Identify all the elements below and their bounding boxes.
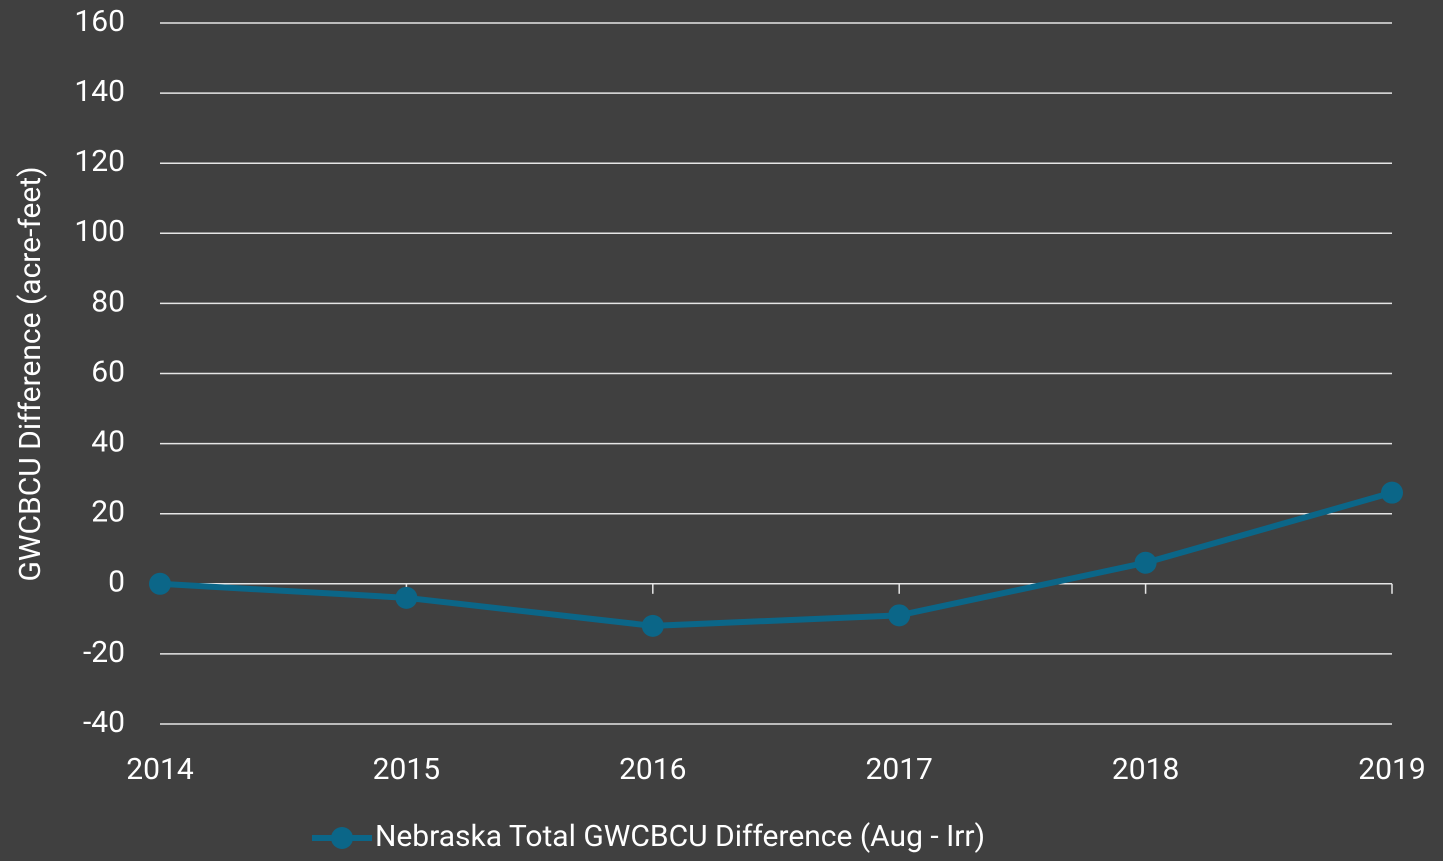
y-tick-label: 80 bbox=[91, 284, 125, 319]
y-tick-label: 160 bbox=[74, 4, 125, 39]
x-tick-label: 2016 bbox=[619, 752, 686, 787]
data-point bbox=[1381, 481, 1403, 504]
x-tick-label: 2017 bbox=[865, 752, 932, 787]
legend-marker bbox=[331, 827, 353, 849]
x-tick-label: 2018 bbox=[1112, 752, 1179, 787]
legend-label: Nebraska Total GWCBCU Difference (Aug - … bbox=[375, 819, 985, 854]
data-point bbox=[641, 614, 664, 637]
series-line bbox=[159, 489, 1393, 629]
x-tick-label: 2015 bbox=[373, 752, 440, 787]
y-tick-label: 20 bbox=[91, 495, 125, 530]
y-tick-label: -20 bbox=[83, 635, 125, 670]
y-tick-label: 100 bbox=[74, 214, 125, 249]
y-axis-label: GWCBCU Difference (acre-feet) bbox=[13, 166, 48, 581]
y-tick-label: 40 bbox=[91, 425, 125, 460]
x-tick-label: 2019 bbox=[1358, 752, 1425, 787]
data-point bbox=[395, 586, 418, 609]
data-point bbox=[1134, 551, 1157, 574]
x-tick-label: 2014 bbox=[126, 752, 194, 787]
y-tick-label: 140 bbox=[74, 74, 125, 109]
y-tick-label: -40 bbox=[83, 705, 125, 740]
y-tick-label: 60 bbox=[91, 354, 125, 389]
y-tick-label: 120 bbox=[74, 144, 125, 179]
y-tick-label: 0 bbox=[108, 565, 125, 600]
data-point bbox=[149, 572, 171, 595]
data-point bbox=[888, 604, 911, 627]
